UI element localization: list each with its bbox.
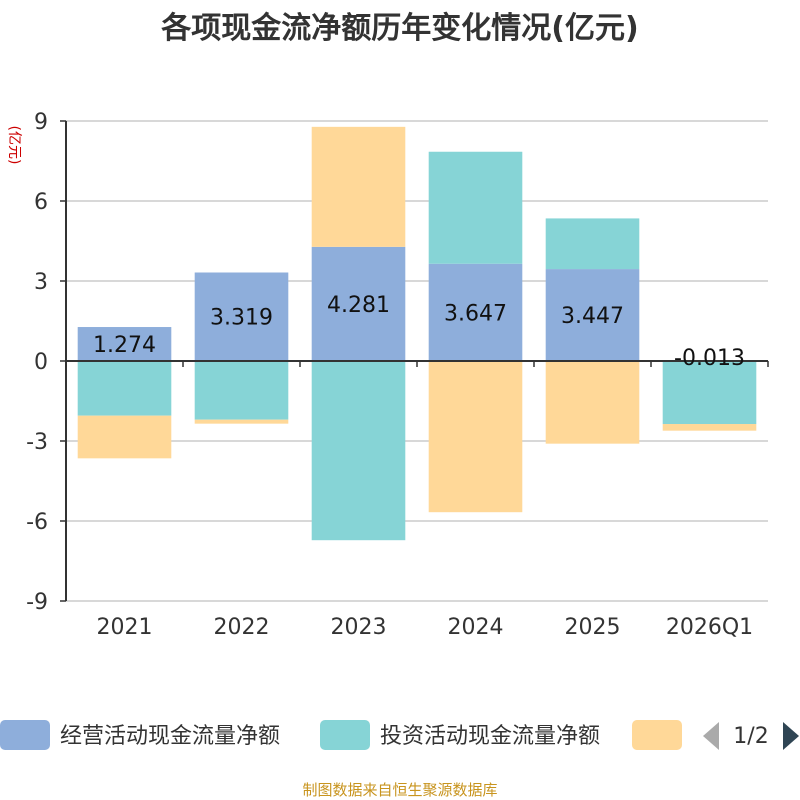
legend: 经营活动现金流量净额 投资活动现金流量净额 1/2 — [0, 720, 799, 750]
bar-segment — [428, 263, 523, 361]
data-label: 3.319 — [210, 306, 273, 331]
legend-swatch-financing — [632, 720, 682, 750]
bars — [77, 126, 757, 541]
legend-label-operating: 经营活动现金流量净额 — [60, 724, 280, 749]
data-label: -0.013 — [674, 346, 745, 371]
y-tick-label: -6 — [26, 510, 48, 535]
gridlines — [66, 120, 768, 602]
bar-segment — [77, 361, 172, 416]
legend-page-indicator: 1/2 — [733, 724, 768, 749]
y-tick-label: 0 — [34, 350, 48, 375]
legend-item-investing[interactable]: 投资活动现金流量净额 — [320, 720, 600, 750]
data-labels: 1.274 3.319 4.281 3.647 3.447 -0.013 — [93, 293, 745, 371]
legend-label-investing: 投资活动现金流量净额 — [380, 724, 600, 749]
x-tick-label: 2026Q1 — [666, 615, 753, 640]
chart-title: 各项现金流净额历年变化情况(亿元) — [160, 11, 638, 46]
data-label: 4.281 — [327, 293, 390, 318]
bar-segment — [662, 424, 757, 431]
x-tick-label: 2025 — [565, 615, 621, 640]
data-label: 1.274 — [93, 333, 156, 358]
y-axis-unit-label: (亿元) — [6, 126, 22, 165]
y-tick-label: 3 — [34, 270, 48, 295]
bar-segment — [662, 361, 757, 425]
bar-segment — [311, 246, 406, 361]
axes — [65, 121, 769, 601]
bar-segment — [545, 269, 640, 361]
legend-item-financing[interactable] — [632, 720, 682, 750]
y-tick-label: -9 — [26, 590, 48, 615]
bar-segment — [545, 218, 640, 270]
y-tick-label: -3 — [26, 430, 48, 455]
bar-segment — [194, 272, 289, 361]
bar-segment — [77, 415, 172, 459]
bar-segment — [311, 126, 406, 247]
y-tick-label: 9 — [34, 110, 48, 135]
x-tick-label: 2022 — [214, 615, 270, 640]
data-label: 3.447 — [561, 304, 624, 329]
bar-segment — [428, 361, 523, 513]
legend-swatch-investing — [320, 720, 370, 750]
source-note: 制图数据来自恒生聚源数据库 — [302, 781, 497, 799]
data-label: 3.647 — [444, 301, 507, 326]
x-tick-label: 2023 — [331, 615, 387, 640]
legend-next-page-icon[interactable] — [783, 722, 799, 750]
legend-item-operating[interactable]: 经营活动现金流量净额 — [0, 720, 280, 750]
y-axis-ticks: 9 6 3 0 -3 -6 -9 — [26, 110, 66, 615]
bar-segment — [428, 151, 523, 264]
x-tick-label: 2021 — [97, 615, 153, 640]
legend-swatch-operating — [0, 720, 50, 750]
bar-segment — [194, 419, 289, 424]
bar-segment — [311, 361, 406, 541]
x-tick-label: 2024 — [448, 615, 504, 640]
bar-segment — [77, 327, 172, 361]
x-axis-ticks: 2021 2022 2023 2024 2025 2026Q1 — [97, 615, 754, 640]
bar-segment — [194, 361, 289, 420]
legend-prev-page-icon[interactable] — [703, 722, 719, 750]
bar-segment — [545, 361, 640, 444]
y-tick-label: 6 — [34, 190, 48, 215]
